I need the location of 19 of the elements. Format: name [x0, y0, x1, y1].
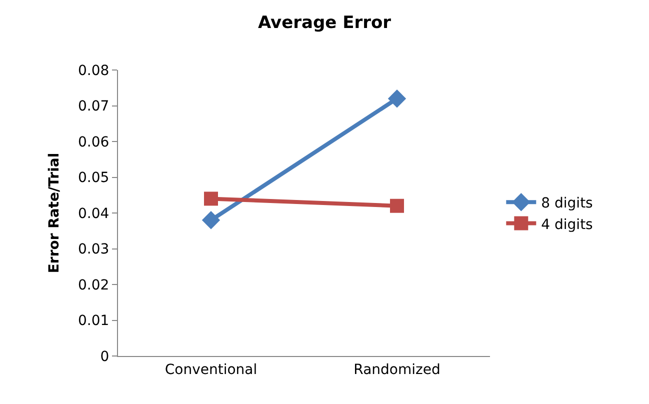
y-tick-label: 0.01 — [78, 313, 110, 330]
y-tick-label: 0.07 — [78, 98, 110, 115]
y-tick-label: 0.04 — [78, 206, 110, 222]
point — [390, 198, 404, 213]
y-tick-label: 0.02 — [78, 277, 110, 294]
legend-label: 8 digits — [541, 196, 593, 212]
y-tick-label: 0 — [100, 348, 110, 365]
chart-title: Average Error — [258, 13, 392, 34]
y-tick-label: 0.08 — [78, 62, 110, 79]
legend-label: 4 digits — [541, 216, 593, 233]
y-axis-title: Error Rate/Trial — [46, 152, 63, 274]
x-tick-label: Conventional — [164, 362, 258, 378]
point — [204, 192, 218, 206]
y-tick-label: 0.05 — [78, 170, 110, 186]
point — [202, 211, 220, 230]
y-tick-label: 0.06 — [78, 134, 110, 150]
point — [388, 90, 406, 108]
y-tick-label: 0.03 — [78, 242, 110, 258]
x-tick-label: Randomized — [354, 362, 440, 378]
